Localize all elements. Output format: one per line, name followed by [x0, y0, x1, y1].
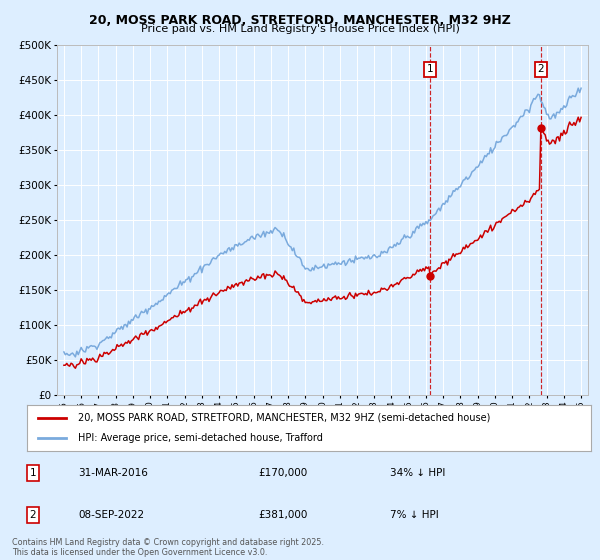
Text: 2: 2: [538, 64, 544, 74]
Text: 31-MAR-2016: 31-MAR-2016: [78, 468, 148, 478]
Text: 7% ↓ HPI: 7% ↓ HPI: [390, 510, 439, 520]
Text: £170,000: £170,000: [258, 468, 307, 478]
Text: 08-SEP-2022: 08-SEP-2022: [78, 510, 144, 520]
Text: 1: 1: [29, 468, 37, 478]
Text: 20, MOSS PARK ROAD, STRETFORD, MANCHESTER, M32 9HZ: 20, MOSS PARK ROAD, STRETFORD, MANCHESTE…: [89, 14, 511, 27]
Text: £381,000: £381,000: [258, 510, 307, 520]
Text: 1: 1: [427, 64, 434, 74]
Text: HPI: Average price, semi-detached house, Trafford: HPI: Average price, semi-detached house,…: [78, 433, 323, 443]
Text: Price paid vs. HM Land Registry's House Price Index (HPI): Price paid vs. HM Land Registry's House …: [140, 24, 460, 34]
Text: 2: 2: [29, 510, 37, 520]
Text: 20, MOSS PARK ROAD, STRETFORD, MANCHESTER, M32 9HZ (semi-detached house): 20, MOSS PARK ROAD, STRETFORD, MANCHESTE…: [78, 413, 490, 423]
Text: Contains HM Land Registry data © Crown copyright and database right 2025.
This d: Contains HM Land Registry data © Crown c…: [12, 538, 324, 557]
Text: 34% ↓ HPI: 34% ↓ HPI: [390, 468, 445, 478]
